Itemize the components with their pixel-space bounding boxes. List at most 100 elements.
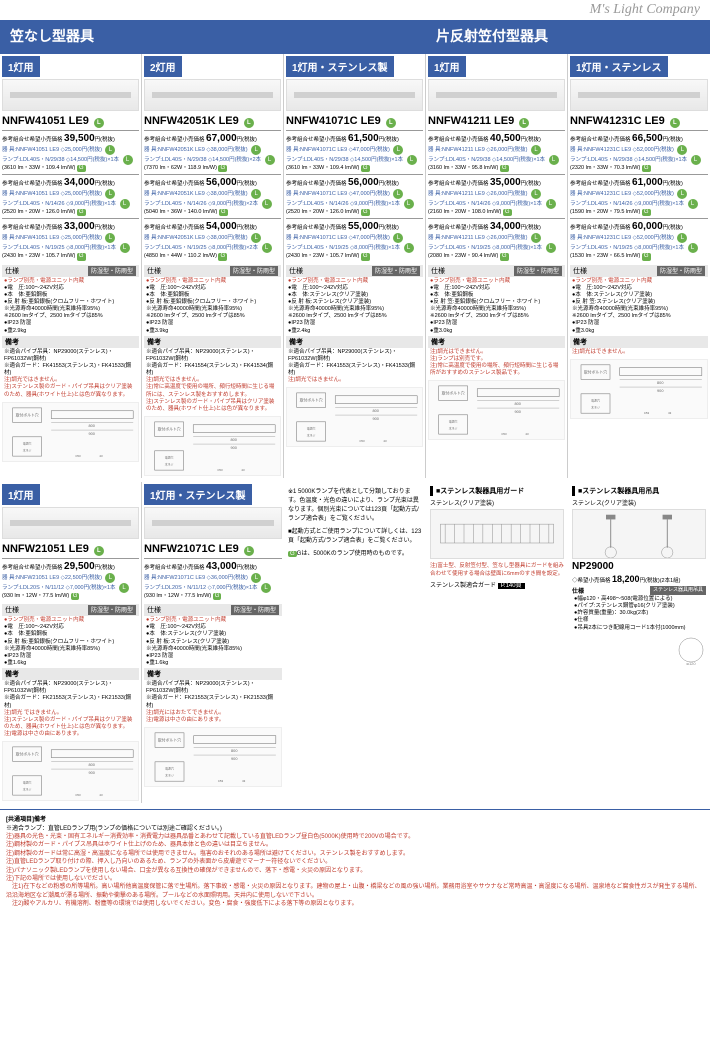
price-block: 参考組合せ希望小売価格 34,000円(税抜)器 具:NNFW41051 LE9… [2,174,139,218]
svg-text:木ネジ: 木ネジ [165,772,174,777]
svg-text:43: 43 [99,793,103,797]
svg-text:木ネジ: 木ネジ [307,433,316,438]
svg-text:C53: C53 [644,411,650,415]
svg-text:900: 900 [231,446,237,450]
footer-notes: [共通項目]備考 ※適合ランプ：直管LEDランプ用(ランプの価格については別途ご… [0,809,710,914]
svg-text:取付ボルト穴: 取付ボルト穴 [158,427,181,432]
dimension-diagram: 取付ボルト穴800900電源穴木ネジC5343 [2,402,139,462]
svg-text:φ120: φ120 [686,661,696,665]
product-image [286,79,423,111]
svg-text:C53: C53 [359,439,365,443]
spec-list: ランプ別売・電源ユニット内蔵電 圧:100～242V対応本 体:ステンレス(クリ… [144,616,282,668]
svg-text:電源穴: 電源穴 [165,454,174,459]
products-row-2: 1灯用NNFW21051 LE9 L参考組合せ希望小売価格 29,500円(税抜… [0,482,710,803]
svg-text:800: 800 [373,410,379,414]
product-col-r2-1: 1灯用・ステンレス製 NNFW21071C LE9 L 参考組合せ希望小売価格 43… [142,482,284,803]
dimension-diagram: 取付ボルト穴800900電源穴木ネジC5343 [428,380,565,440]
svg-text:C53: C53 [75,454,81,458]
accessory-hanger: ■ステンレス製器具用吊具 ステンレス(クリア塗装) NP29000 ◇希望小売価… [568,482,710,803]
price-block: 参考組合せ希望小売価格 33,000円(税抜)器 具:NNFW41051 LE9… [2,218,139,262]
svg-text:900: 900 [515,410,521,414]
svg-text:電源穴: 電源穴 [23,440,32,445]
spec-header: 仕様防湿型・防雨型 [286,265,423,277]
product-col-r2-0: 1灯用NNFW21051 LE9 L参考組合せ希望小売価格 29,500円(税抜… [0,482,142,803]
spec-list: ランプ別売・電源ユニット内蔵電 圧:100～242V対応本 体:亜鉛鋼板反 射 … [144,277,281,336]
svg-text:43: 43 [241,468,245,472]
product-tab: 2灯用 [144,56,182,77]
spec-header: 仕様防湿型・防雨型 [144,265,281,277]
svg-text:900: 900 [231,757,237,761]
svg-text:木ネジ: 木ネジ [23,787,32,792]
price-block: 参考組合せ希望小売価格 67,000円(税抜)器 具:NNFW42051K LE… [144,130,281,174]
model-number: NNFW41051 LE9 L [2,115,139,128]
category-headers: 笠なし型器具 片反射笠付型器具 [0,20,710,54]
products-row-1: 1灯用 NNFW41051 LE9 L 参考組合せ希望小売価格 39,500円(税抜… [0,54,710,478]
svg-text:木ネジ: 木ネジ [23,447,32,452]
brand-logo: M's Light Company [0,0,710,20]
dimension-diagram: 取付ボルト穴800900電源穴木ネジC5343 [144,727,282,787]
svg-text:C53: C53 [218,779,224,783]
svg-text:取付ボルト穴: 取付ボルト穴 [584,369,607,374]
guard-image [430,509,564,559]
svg-text:電源穴: 電源穴 [307,426,316,431]
product-tab: 1灯用・ステンレス製 [144,484,252,505]
product-image [2,507,139,539]
dimension-diagram: 取付ボルト穴800900電源穴木ネジC5343 [144,416,281,476]
spec-header: 仕様防湿型・防雨型 [570,265,708,277]
model-number: NNFW41211 LE9 L [428,115,565,128]
svg-text:取付ボルト穴: 取付ボルト穴 [16,752,39,757]
price-block: 参考組合せ希望小売価格 66,500円(税抜)器 具:NNFW41231C LE… [570,130,708,174]
spec-list: ランプ別売・電源ユニット内蔵電 圧:100～242V対応本 体:ステンレス(クリ… [286,277,423,336]
spec-list: ランプ別売・電源ユニット内蔵電 圧:100～242V対応本 体:亜鉛鋼板反 射 … [2,277,139,336]
svg-text:C53: C53 [217,468,223,472]
spec-header: 仕様防湿型・防雨型 [428,265,565,277]
svg-text:43: 43 [668,411,672,415]
svg-text:800: 800 [515,402,521,406]
price-block: 参考組合せ希望小売価格 40,500円(税抜)器 具:NNFW41211 LE9… [428,130,565,174]
svg-text:900: 900 [89,771,95,775]
svg-text:電源穴: 電源穴 [23,780,32,785]
product-tab: 1灯用・ステンレス [570,56,668,77]
accessory-guard: ■ステンレス製器具用ガード ステンレス(クリア塗装) 注)富士型、反射笠付型、笠… [426,482,568,803]
svg-text:800: 800 [89,424,95,428]
price-block: 参考組合せ希望小売価格 39,500円(税抜)器 具:NNFW41051 LE9… [2,130,139,174]
svg-text:取付ボルト穴: 取付ボルト穴 [158,738,181,743]
mid-notes: ※1 5000Kランプを代表として分類しております。色温度・光色の違いにより、ラ… [284,482,426,803]
spec-list: ランプ別売・電源ユニット内蔵電 圧:100～242V対応本 体:亜鉛鋼板反 射 … [2,616,139,668]
dimension-diagram: 取付ボルト穴 800 900 電源穴木ネジ C53 43 [2,741,139,801]
svg-text:電源穴: 電源穴 [591,397,600,402]
product-tab: 1灯用 [428,56,466,77]
svg-text:43: 43 [99,454,103,458]
product-col-0: 1灯用NNFW41051 LE9 L参考組合せ希望小売価格 39,500円(税抜… [0,54,142,478]
dimension-diagram: 取付ボルト穴800900電源穴木ネジC5343 [286,387,423,447]
model-number: NNFW21071C LE9 L [144,543,282,556]
svg-text:800: 800 [89,763,95,767]
price-block: 参考組合せ希望小売価格 61,000円(税抜)器 具:NNFW41231C LE… [570,174,708,218]
product-image [2,79,139,111]
svg-text:800: 800 [231,438,237,442]
price-block: 参考組合せ希望小売価格 60,000円(税抜)器 具:NNFW41231C LE… [570,218,708,262]
product-tab: 1灯用・ステンレス製 [286,56,394,77]
svg-text:電源穴: 電源穴 [165,766,174,771]
svg-text:取付ボルト穴: 取付ボルト穴 [16,412,39,417]
product-col-4: 1灯用・ステンレス NNFW41231C LE9 L 参考組合せ希望小売価格 66,… [568,54,710,478]
spec-header: 仕様防湿型・防雨型 [2,265,139,277]
svg-text:900: 900 [373,417,379,421]
spec-list: ランプ別売・電源ユニット内蔵電 圧:100～242V対応本 体:ステンレス(クリ… [570,277,708,336]
spec-list: ランプ別売・電源ユニット内蔵電 圧:100～242V対応本 体:亜鉛鋼板反 射 … [428,277,565,336]
price-block: 参考組合せ希望小売価格 43,000円(税抜)器 具:NNFW21071C LE… [144,558,282,602]
hanger-image [572,509,706,559]
price-block: 参考組合せ希望小売価格 54,000円(税抜)器 具:NNFW42051K LE… [144,218,281,262]
spec-header: 仕様防湿型・防雨型 [144,604,282,616]
product-image [144,79,281,111]
svg-text:木ネジ: 木ネジ [449,426,458,431]
price-block: 参考組合せ希望小売価格 29,500円(税抜)器 具:NNFW21051 LE9… [2,558,139,602]
product-tab: 1灯用 [2,484,40,505]
spec-header: 仕様防湿型・防雨型 [2,604,139,616]
svg-text:800: 800 [231,749,237,753]
product-image [428,79,565,111]
svg-text:電源穴: 電源穴 [449,419,458,424]
model-number: NNFW41231C LE9 L [570,115,708,128]
svg-text:C53: C53 [75,793,81,797]
product-col-1: 2灯用NNFW42051K LE9 L参考組合せ希望小売価格 67,000円(税… [142,54,284,478]
